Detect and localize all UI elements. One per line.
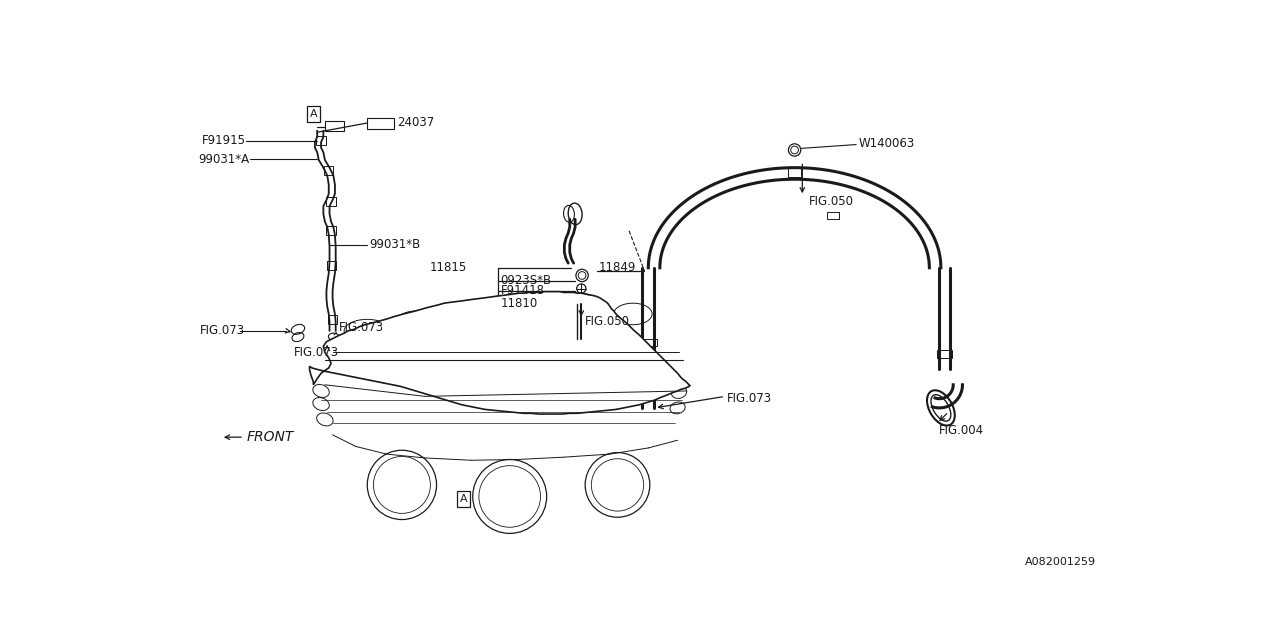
- Text: W140063: W140063: [859, 138, 915, 150]
- Text: 24037: 24037: [397, 116, 434, 129]
- Text: A082001259: A082001259: [1025, 557, 1096, 567]
- Text: 99031*A: 99031*A: [198, 153, 250, 166]
- Text: FIG.073: FIG.073: [727, 392, 772, 405]
- Text: 0923S*B: 0923S*B: [500, 275, 552, 287]
- Text: FIG.073: FIG.073: [294, 346, 339, 359]
- Text: FIG.050: FIG.050: [585, 315, 630, 328]
- Text: 99031*B: 99031*B: [370, 238, 421, 251]
- Polygon shape: [310, 292, 690, 414]
- Text: FIG.073: FIG.073: [339, 321, 384, 333]
- Text: FIG.050: FIG.050: [809, 195, 854, 208]
- Text: F91915: F91915: [202, 134, 246, 147]
- Text: A: A: [460, 494, 467, 504]
- Text: F91418: F91418: [500, 284, 544, 298]
- Text: 11849: 11849: [598, 261, 636, 275]
- Text: FRONT: FRONT: [246, 430, 293, 444]
- Text: FIG.004: FIG.004: [940, 424, 984, 438]
- Text: 11810: 11810: [500, 298, 538, 310]
- Text: 11815: 11815: [430, 261, 467, 275]
- Text: A: A: [310, 109, 317, 119]
- Text: FIG.073: FIG.073: [200, 324, 246, 337]
